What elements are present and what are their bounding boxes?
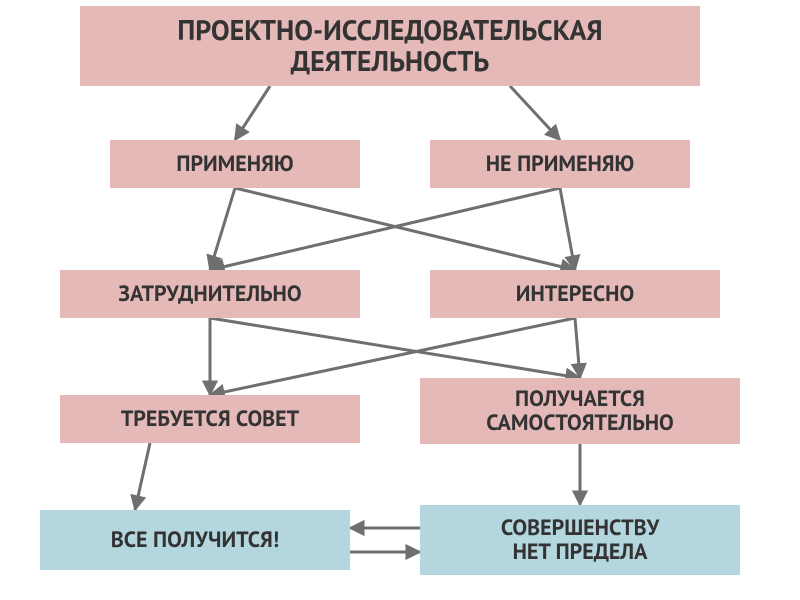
node-allgood: ВСЕ ПОЛУЧИТСЯ! — [40, 510, 350, 570]
edge-interesting-to-self — [575, 318, 580, 378]
edge-noapply-to-difficult — [210, 188, 560, 270]
edge-root-to-noapply — [510, 86, 560, 140]
edge-difficult-to-self — [210, 318, 580, 378]
edge-apply-to-interesting — [235, 188, 575, 270]
edge-advice-to-allgood — [135, 443, 150, 510]
edge-noapply-to-interesting — [560, 188, 575, 270]
edge-apply-to-difficult — [210, 188, 235, 270]
node-interesting: ИНТЕРЕСНО — [430, 270, 720, 318]
node-nolimit: СОВЕРШЕНСТВУ НЕТ ПРЕДЕЛА — [420, 505, 740, 575]
node-advice: ТРЕБУЕТСЯ СОВЕТ — [60, 395, 360, 443]
flowchart-stage: ПРОЕКТНО-ИССЛЕДОВАТЕЛЬСКАЯ ДЕЯТЕЛЬНОСТЬ … — [0, 0, 800, 600]
node-noapply: НЕ ПРИМЕНЯЮ — [430, 140, 690, 188]
node-root: ПРОЕКТНО-ИССЛЕДОВАТЕЛЬСКАЯ ДЕЯТЕЛЬНОСТЬ — [80, 6, 700, 86]
edge-root-to-apply — [235, 86, 270, 140]
node-apply: ПРИМЕНЯЮ — [110, 140, 360, 188]
node-difficult: ЗАТРУДНИТЕЛЬНО — [60, 270, 360, 318]
node-self: ПОЛУЧАЕТСЯ САМОСТОЯТЕЛЬНО — [420, 378, 740, 444]
